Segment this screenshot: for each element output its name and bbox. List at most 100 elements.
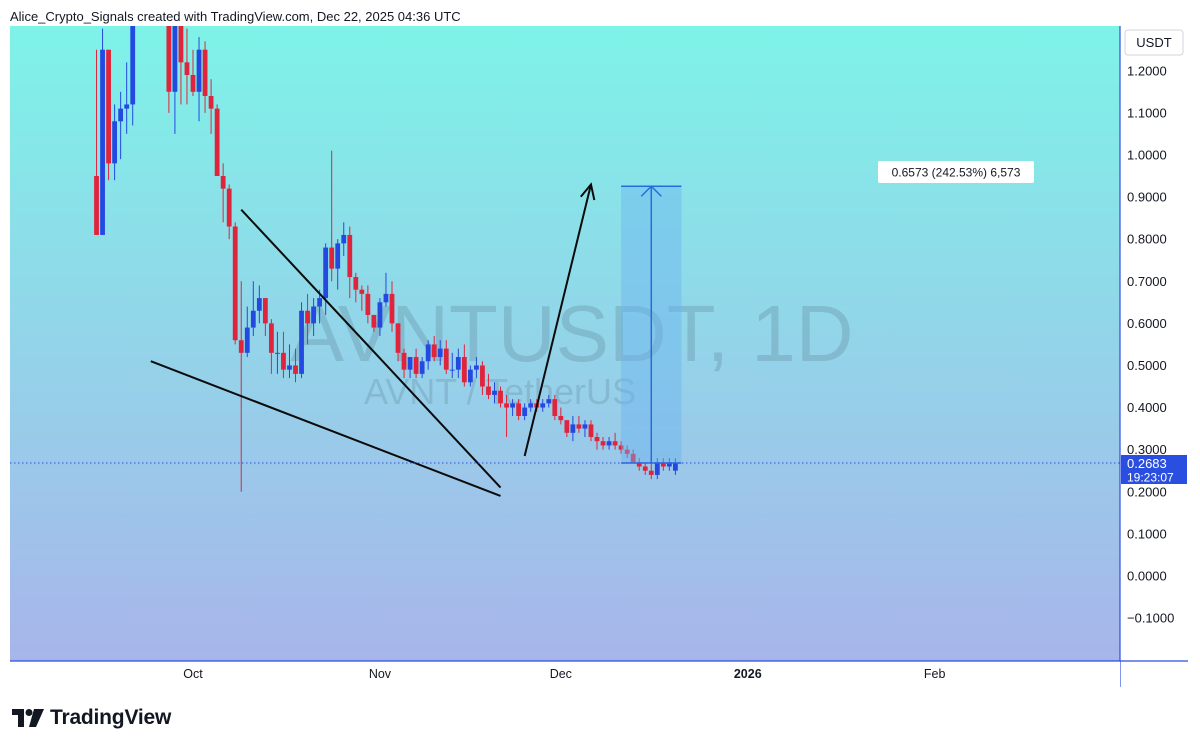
candle — [275, 331, 280, 374]
candle — [618, 441, 624, 454]
price-tick-label: 0.7000 — [1127, 274, 1167, 289]
candle-body — [528, 403, 534, 408]
price-tick-label: 0.4000 — [1127, 400, 1167, 415]
candle — [492, 382, 497, 404]
candle-body — [220, 176, 226, 189]
candle — [516, 399, 522, 421]
candle — [480, 361, 485, 395]
candle-body — [516, 403, 522, 416]
candle — [600, 437, 606, 450]
candle — [546, 394, 552, 408]
candle-body — [371, 314, 377, 328]
candle-body — [232, 226, 238, 341]
candlestick-chart[interactable]: AVNTUSDT, 1D AVNT / TetherUS 0.6573 (242… — [10, 26, 1188, 687]
candle-body — [317, 298, 323, 307]
candle — [552, 394, 558, 421]
price-tick-label: 0.8000 — [1127, 232, 1167, 247]
candle-body — [178, 26, 184, 63]
candle — [624, 445, 630, 459]
price-range-label-text: 0.6573 (242.53%) 6,573 — [892, 166, 1021, 180]
candle-body — [642, 466, 648, 471]
candle-body — [250, 310, 256, 328]
candle — [293, 348, 298, 383]
candle — [232, 222, 238, 345]
time-axis[interactable]: Oct Nov Dec 2026 Feb — [10, 660, 1188, 687]
candle — [648, 462, 654, 480]
candle-body — [437, 348, 443, 358]
candle-body — [401, 352, 407, 370]
candle — [449, 352, 455, 379]
candle — [395, 323, 401, 362]
watermark-symbol: AVNTUSDT, 1D — [290, 289, 853, 378]
candle-body — [492, 390, 497, 395]
candle — [419, 357, 425, 379]
candle — [437, 340, 443, 366]
chart-plot-background — [10, 26, 1120, 661]
price-axis[interactable]: 1.2000 1.1000 1.0000 0.9000 0.8000 0.7000 0.60… — [1119, 26, 1188, 687]
candle-body — [299, 310, 304, 374]
candle-body — [654, 462, 660, 475]
candle — [654, 458, 660, 480]
candle-body — [425, 344, 431, 362]
projection-arrow-head — [580, 182, 596, 201]
candle — [510, 399, 515, 416]
candle-body — [275, 352, 280, 354]
candle-body — [359, 289, 365, 294]
candle-body — [305, 310, 310, 324]
price-tick-label: 0.3000 — [1127, 442, 1167, 457]
candle — [576, 415, 582, 433]
currency-badge: USDT — [1124, 29, 1184, 56]
candle — [262, 298, 268, 336]
price-tick-label: 1.1000 — [1127, 105, 1167, 120]
candle-body — [504, 403, 509, 408]
candle — [299, 302, 304, 379]
candle-body — [208, 96, 214, 109]
candle — [100, 28, 105, 235]
candle-body — [268, 323, 274, 353]
candle — [268, 319, 274, 374]
candle-body — [389, 293, 395, 324]
candle-body — [455, 357, 461, 370]
candle-body — [540, 403, 546, 408]
candle-body — [335, 243, 341, 269]
candle-body — [636, 462, 642, 467]
candle — [606, 437, 612, 450]
candle — [407, 357, 413, 379]
price-tick-label: 0.9000 — [1127, 190, 1167, 205]
candle — [570, 415, 576, 442]
candle-body — [419, 361, 425, 374]
price-tick-label: 0.5000 — [1127, 358, 1167, 373]
candle — [673, 458, 678, 475]
candle — [522, 403, 528, 421]
candle-body — [281, 352, 286, 370]
last-price-tag-box — [1121, 455, 1187, 484]
candle — [474, 357, 479, 379]
candle — [329, 150, 335, 282]
candle-body — [612, 441, 618, 446]
candle-body — [323, 247, 329, 299]
time-tick-label: Dec — [550, 667, 572, 681]
candle — [178, 26, 184, 105]
candle — [347, 226, 353, 299]
candle-body — [190, 74, 196, 92]
candle-body — [624, 449, 630, 454]
candle-body — [480, 365, 485, 387]
candle-body — [630, 453, 636, 463]
candle-body — [673, 463, 678, 471]
candle — [413, 348, 419, 379]
candle — [389, 281, 395, 332]
candle-body — [582, 424, 588, 429]
candle — [359, 285, 365, 311]
candle — [486, 373, 491, 400]
candle — [425, 340, 431, 370]
candle-body — [383, 293, 389, 303]
candle — [287, 344, 292, 379]
candle-body — [431, 344, 437, 358]
candle-body — [106, 49, 111, 164]
candle — [244, 306, 250, 358]
candle — [184, 28, 190, 105]
candle-body — [474, 365, 479, 370]
candle — [371, 314, 377, 332]
candle — [208, 79, 214, 134]
candle-body — [576, 424, 582, 429]
